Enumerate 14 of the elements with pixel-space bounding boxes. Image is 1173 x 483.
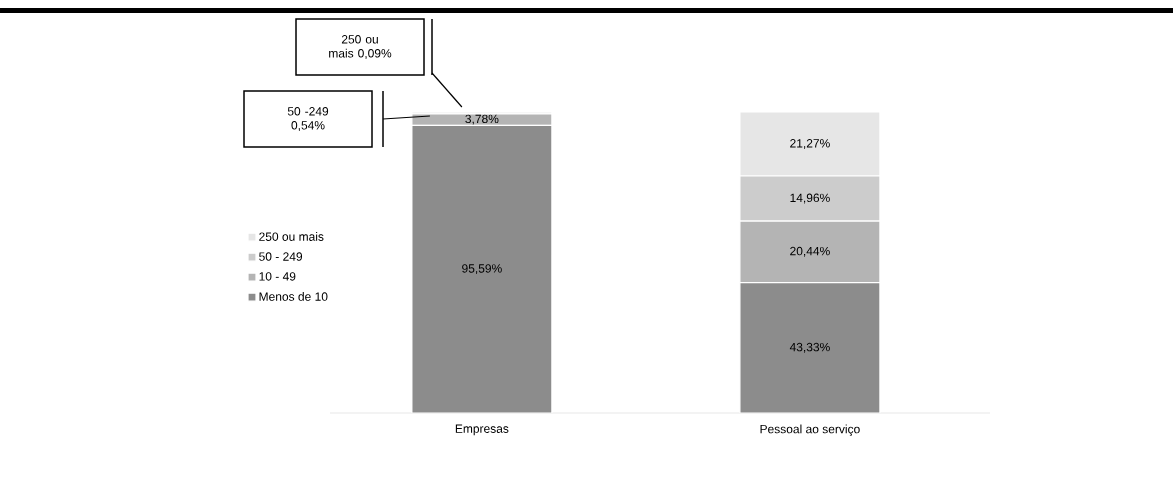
data-label: 3,78% — [465, 114, 499, 125]
data-label: 14,96% — [790, 193, 830, 204]
legend-label: 50 - 249 — [259, 252, 303, 261]
legend-label: 250 ou mais — [259, 232, 324, 241]
data-label: 43,33% — [789, 342, 830, 353]
x-tick-label: Empresas — [455, 424, 509, 436]
data-label: 21,27% — [790, 139, 830, 149]
text: 250 ou mais 0,09% — [329, 35, 392, 59]
legend-label: Menos de 10 — [259, 292, 328, 301]
text: 50 -249 0,54% — [287, 107, 329, 131]
legend-label: 10 - 49 — [259, 272, 296, 281]
x-tick-label: Pessoal ao serviço — [760, 424, 860, 436]
data-label: 95,59% — [462, 264, 502, 275]
data-label: 20,44% — [790, 246, 830, 257]
